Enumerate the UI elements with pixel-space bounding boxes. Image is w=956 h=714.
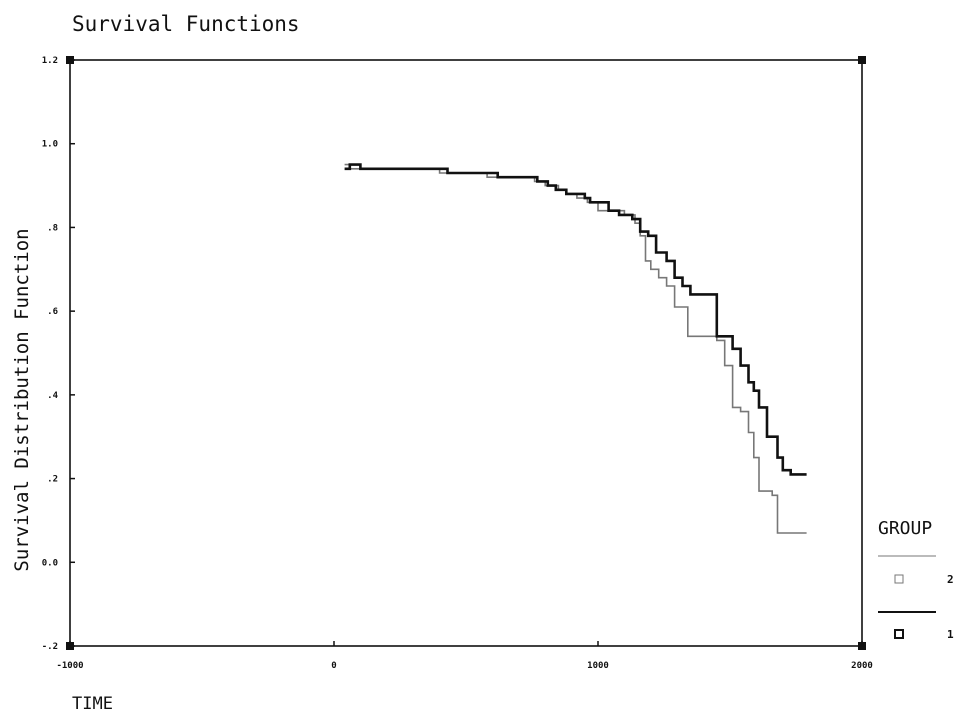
legend-label-2: 2	[947, 573, 954, 586]
legend-marker-1	[894, 629, 904, 639]
x-tick-label: 1000	[587, 661, 609, 671]
corner-marker	[858, 56, 866, 64]
plot-border	[69, 59, 863, 647]
y-tick-label: .6	[47, 307, 58, 317]
legend-title: GROUP	[878, 518, 933, 539]
legend-marker-2	[894, 574, 904, 584]
x-axis-label: TIME	[72, 694, 113, 714]
chart-title: Survival Functions	[72, 12, 300, 36]
y-tick-label: .8	[47, 223, 58, 233]
legend: 21	[878, 555, 954, 641]
legend-label-1: 1	[947, 628, 954, 641]
x-axis-ticks: -1000 0 1000 2000	[56, 641, 873, 671]
series-line-group-1	[344, 163, 807, 476]
y-axis-ticks: 1.2 1.0 .8 .6 .4 .2 0.0 -.2	[42, 56, 75, 652]
y-tick-label: .2	[47, 475, 58, 485]
y-tick-label: .4	[47, 391, 58, 401]
y-tick-label: -.2	[42, 642, 58, 652]
x-tick-label: -1000	[56, 661, 83, 671]
series-lines	[344, 163, 807, 534]
plot-frame	[66, 56, 866, 650]
x-tick-label: 2000	[851, 661, 873, 671]
x-tick-label: 0	[331, 661, 336, 671]
y-tick-label: 1.0	[42, 140, 58, 150]
y-tick-label: 1.2	[42, 56, 58, 66]
y-tick-label: 0.0	[42, 558, 58, 568]
